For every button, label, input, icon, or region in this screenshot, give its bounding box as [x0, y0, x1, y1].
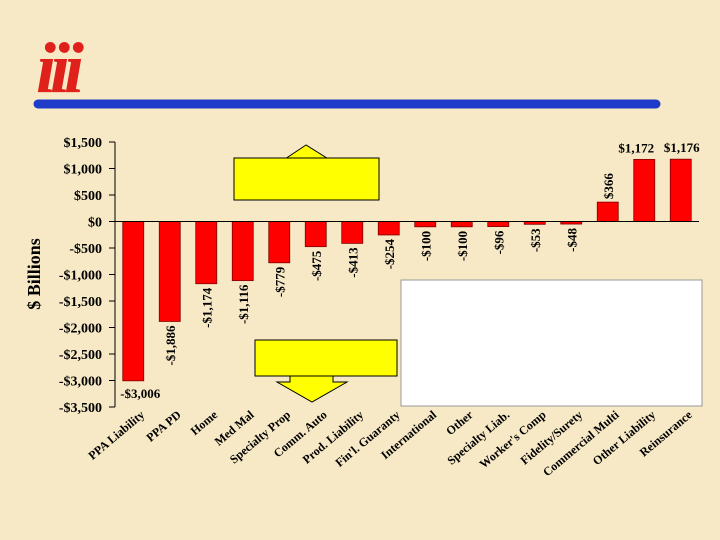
data-label: -$254	[382, 238, 397, 269]
annotation-box	[400, 279, 703, 407]
data-label: -$100	[418, 231, 433, 261]
bar	[596, 201, 619, 222]
iii-logo: iii	[36, 28, 90, 108]
callout-down-arrow	[254, 339, 398, 403]
data-label: $366	[601, 173, 616, 200]
x-category-label: Other Liability	[590, 408, 658, 469]
y-tick-label: -$1,000	[59, 269, 102, 284]
y-tick-label: -$2,500	[59, 348, 102, 363]
bar	[341, 221, 364, 244]
data-label: -$1,174	[199, 287, 214, 328]
data-label: -$413	[345, 247, 360, 278]
data-label: -$3,006	[120, 386, 161, 401]
y-tick-label: -$500	[69, 242, 102, 257]
y-tick-label: $0	[88, 216, 102, 231]
y-tick-label: -$2,000	[59, 322, 102, 337]
data-label: -$100	[455, 231, 470, 261]
bar	[669, 158, 692, 222]
bar-series	[122, 158, 692, 382]
data-labels: -$3,006 -$1,886 -$1,174 -$1,116 -$779 -$475 -$…	[120, 140, 700, 401]
y-tick-label: -$3,000	[59, 375, 102, 390]
bar	[377, 221, 400, 236]
x-category-label: PPA PD	[143, 407, 183, 444]
data-label: $1,172	[618, 140, 654, 155]
logo-text: iii	[36, 28, 84, 108]
data-label: -$475	[309, 250, 324, 281]
bar	[158, 221, 181, 322]
bar	[195, 221, 218, 285]
y-tick-label: -$1,500	[59, 295, 102, 310]
data-label: -$48	[564, 228, 579, 252]
data-label: -$1,116	[236, 284, 251, 324]
data-label: -$96	[491, 230, 506, 254]
y-axis-title: $ Billions	[24, 238, 44, 310]
y-tick-label: $1,000	[64, 163, 103, 178]
bar	[304, 221, 327, 248]
data-label: -$779	[272, 266, 287, 297]
bar	[122, 221, 145, 382]
y-axis: $1,500 $1,000 $500 $0 -$500 -$1,000 -$1,500 -$2…	[59, 136, 116, 416]
y-tick-label: -$3,500	[59, 401, 102, 416]
data-label: -$53	[528, 228, 543, 252]
bar	[414, 221, 437, 228]
callout-up-arrow	[233, 144, 380, 201]
bar	[450, 221, 473, 228]
bar	[268, 221, 291, 264]
bar	[231, 221, 254, 282]
y-tick-label: $1,500	[64, 136, 103, 151]
data-label: $1,176	[664, 140, 700, 155]
data-label: -$1,886	[163, 325, 178, 366]
bar	[487, 221, 510, 227]
y-tick-label: $500	[74, 189, 102, 204]
bar	[633, 158, 656, 222]
